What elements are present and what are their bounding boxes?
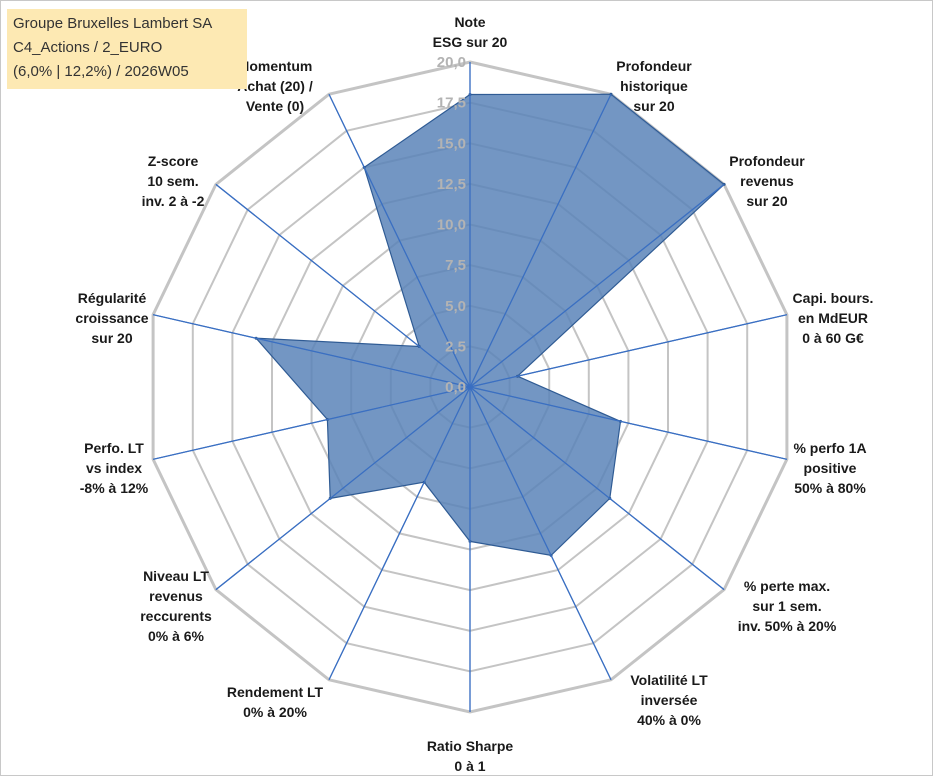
chart-subtitle: C4_Actions / 2_EURO (13, 39, 163, 56)
axis-label: Note ESG sur 20 (433, 14, 508, 50)
axis-label: Rendement LT 0% à 20% (227, 684, 324, 720)
spoke-overlay (215, 183, 471, 388)
spoke-overlay (215, 386, 471, 591)
tick-label: 5,0 (445, 298, 466, 315)
tick-label: 0,0 (445, 379, 466, 396)
axis-label: Capi. bours. en MdEUR 0 à 60 G€ (793, 290, 874, 346)
axis-label: % perfo 1A positive 50% à 80% (793, 440, 866, 496)
tick-label: 10,0 (437, 217, 466, 234)
spoke-overlay (469, 314, 788, 388)
series-area (254, 93, 726, 557)
axis-label: Momentum Achat (20) / Vente (0) (237, 58, 313, 114)
tick-label: 20,0 (437, 54, 466, 71)
axis-label: % perte max. sur 1 sem. inv. 50% à 20% (738, 578, 837, 634)
spoke-overlay (469, 93, 612, 388)
axis-label: Profondeur historique sur 20 (616, 58, 692, 114)
spoke-overlay (152, 386, 471, 460)
chart-period: (6,0% | 12,2%) / 2026W05 (13, 63, 189, 80)
tick-label: 2,5 (445, 338, 466, 355)
spoke-overlay (152, 314, 471, 388)
spoke-overlay (469, 386, 725, 591)
radial-ticks: 0,0 2,5 5,0 7,5 10,0 12,5 15,0 17,5 20,0 (437, 54, 466, 396)
tick-label: 7,5 (445, 257, 466, 274)
spoke-overlay (469, 386, 612, 681)
axis-label: Perfo. LT vs index -8% à 12% (80, 440, 149, 496)
spoke-overlay (469, 183, 725, 388)
tick-label: 12,5 (437, 176, 466, 193)
data-area (152, 62, 788, 712)
tick-label: 15,0 (437, 135, 466, 152)
chart-title: Groupe Bruxelles Lambert SA (13, 15, 213, 32)
axis-label: Niveau LT revenus reccurents 0% à 6% (140, 568, 212, 644)
category-labels: Note ESG sur 20 Profondeur historique sur 20… (75, 14, 873, 774)
axis-label: Ratio Sharpe 0 à 1 (427, 738, 514, 774)
spoke-overlay (469, 386, 788, 460)
axis-label: Volatilité LT inversée 40% à 0% (630, 672, 708, 728)
axis-label: Régularité croissance sur 20 (75, 290, 148, 346)
chart-title-box: Groupe Bruxelles Lambert SA C4_Actions /… (7, 9, 247, 89)
spoke-overlay (328, 93, 471, 388)
axis-label: Profondeur revenus sur 20 (729, 153, 805, 209)
axis-label: Z-score 10 sem. inv. 2 à -2 (142, 153, 205, 209)
spoke-overlay (328, 386, 471, 681)
tick-label: 17,5 (437, 95, 466, 112)
